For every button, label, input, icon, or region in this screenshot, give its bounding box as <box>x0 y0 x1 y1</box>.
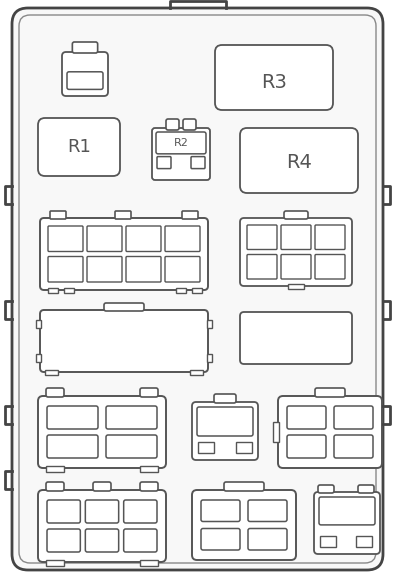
FancyBboxPatch shape <box>47 529 80 552</box>
Bar <box>140 560 158 566</box>
FancyBboxPatch shape <box>67 72 103 89</box>
FancyBboxPatch shape <box>106 406 157 429</box>
FancyBboxPatch shape <box>115 211 131 219</box>
FancyBboxPatch shape <box>40 218 208 290</box>
FancyBboxPatch shape <box>47 406 98 429</box>
Bar <box>192 288 202 293</box>
FancyBboxPatch shape <box>12 8 383 570</box>
FancyBboxPatch shape <box>192 402 258 460</box>
FancyBboxPatch shape <box>281 255 311 279</box>
FancyBboxPatch shape <box>224 482 264 491</box>
Bar <box>320 536 336 547</box>
FancyBboxPatch shape <box>278 396 382 468</box>
FancyBboxPatch shape <box>192 490 296 560</box>
Bar <box>176 288 186 293</box>
FancyBboxPatch shape <box>126 256 161 282</box>
FancyBboxPatch shape <box>214 394 236 403</box>
FancyBboxPatch shape <box>248 528 287 550</box>
Bar <box>64 288 74 293</box>
FancyBboxPatch shape <box>319 497 375 525</box>
Bar <box>207 320 212 328</box>
FancyBboxPatch shape <box>157 157 171 169</box>
FancyBboxPatch shape <box>140 482 158 491</box>
Text: R3: R3 <box>261 72 287 92</box>
FancyBboxPatch shape <box>47 435 98 458</box>
FancyBboxPatch shape <box>314 492 380 554</box>
FancyBboxPatch shape <box>106 435 157 458</box>
FancyBboxPatch shape <box>197 407 253 436</box>
FancyBboxPatch shape <box>46 388 64 397</box>
Bar <box>207 354 212 362</box>
Text: R2: R2 <box>173 138 188 148</box>
FancyBboxPatch shape <box>87 256 122 282</box>
FancyBboxPatch shape <box>287 406 326 429</box>
FancyBboxPatch shape <box>126 226 161 252</box>
Bar <box>198 442 214 453</box>
FancyBboxPatch shape <box>38 118 120 176</box>
FancyBboxPatch shape <box>38 490 166 562</box>
FancyBboxPatch shape <box>85 500 118 523</box>
Bar <box>356 536 372 547</box>
FancyBboxPatch shape <box>201 528 240 550</box>
FancyBboxPatch shape <box>46 482 64 491</box>
FancyBboxPatch shape <box>315 388 345 397</box>
FancyBboxPatch shape <box>62 52 108 96</box>
FancyBboxPatch shape <box>48 256 83 282</box>
FancyBboxPatch shape <box>191 157 205 169</box>
FancyBboxPatch shape <box>284 211 308 219</box>
FancyBboxPatch shape <box>48 226 83 252</box>
Text: R4: R4 <box>286 153 312 172</box>
FancyBboxPatch shape <box>182 211 198 219</box>
FancyBboxPatch shape <box>247 225 277 249</box>
FancyBboxPatch shape <box>166 119 179 130</box>
Bar <box>36 320 41 328</box>
Bar <box>46 466 64 472</box>
FancyBboxPatch shape <box>287 435 326 458</box>
FancyBboxPatch shape <box>156 132 206 154</box>
FancyBboxPatch shape <box>47 500 80 523</box>
FancyBboxPatch shape <box>240 218 352 286</box>
FancyBboxPatch shape <box>19 15 376 563</box>
FancyBboxPatch shape <box>240 312 352 364</box>
FancyBboxPatch shape <box>183 119 196 130</box>
Bar <box>236 442 252 453</box>
Bar <box>36 354 41 362</box>
FancyBboxPatch shape <box>93 482 111 491</box>
FancyBboxPatch shape <box>104 303 144 311</box>
FancyBboxPatch shape <box>215 45 333 110</box>
FancyBboxPatch shape <box>358 485 374 493</box>
FancyBboxPatch shape <box>40 310 208 372</box>
FancyBboxPatch shape <box>201 500 240 521</box>
Bar <box>46 560 64 566</box>
FancyBboxPatch shape <box>124 500 157 523</box>
Text: R1: R1 <box>67 138 91 156</box>
FancyBboxPatch shape <box>50 211 66 219</box>
FancyBboxPatch shape <box>152 128 210 180</box>
Bar <box>140 466 158 472</box>
FancyBboxPatch shape <box>315 255 345 279</box>
FancyBboxPatch shape <box>281 225 311 249</box>
FancyBboxPatch shape <box>165 256 200 282</box>
FancyBboxPatch shape <box>248 500 287 521</box>
FancyBboxPatch shape <box>72 42 98 53</box>
FancyBboxPatch shape <box>247 255 277 279</box>
Bar <box>48 288 58 293</box>
FancyBboxPatch shape <box>38 396 166 468</box>
Bar <box>288 284 304 289</box>
Bar <box>190 370 203 375</box>
FancyBboxPatch shape <box>85 529 118 552</box>
Bar <box>273 422 279 442</box>
Bar <box>45 370 58 375</box>
FancyBboxPatch shape <box>315 225 345 249</box>
FancyBboxPatch shape <box>124 529 157 552</box>
FancyBboxPatch shape <box>318 485 334 493</box>
FancyBboxPatch shape <box>140 388 158 397</box>
FancyBboxPatch shape <box>165 226 200 252</box>
FancyBboxPatch shape <box>87 226 122 252</box>
FancyBboxPatch shape <box>334 406 373 429</box>
FancyBboxPatch shape <box>240 128 358 193</box>
FancyBboxPatch shape <box>334 435 373 458</box>
